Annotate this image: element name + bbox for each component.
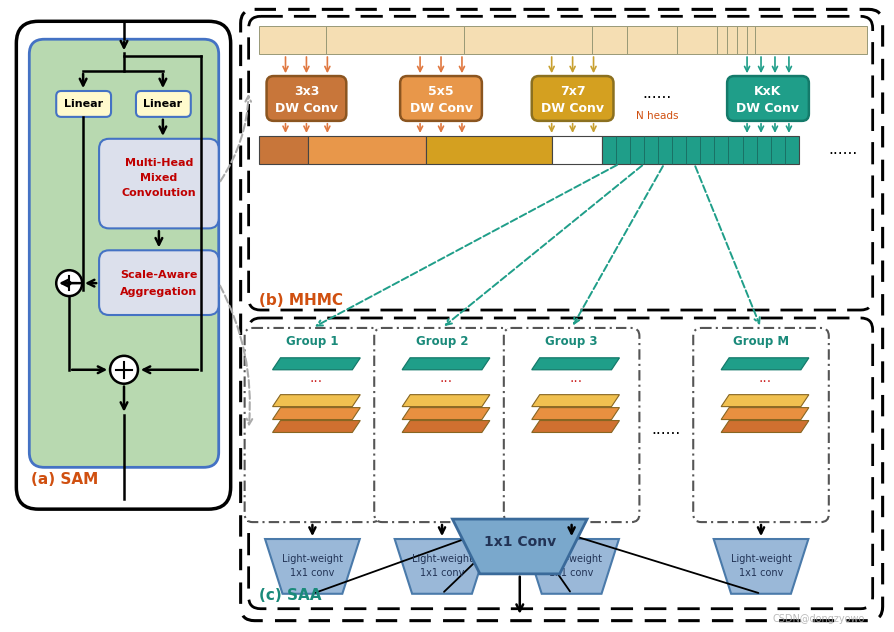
Text: CSDN@dongzyowo: CSDN@dongzyowo — [772, 614, 865, 624]
Polygon shape — [273, 420, 360, 432]
Polygon shape — [402, 408, 490, 420]
Bar — [308, 136, 426, 164]
Text: 1x1 conv: 1x1 conv — [420, 568, 464, 578]
FancyBboxPatch shape — [693, 328, 829, 522]
Text: N heads: N heads — [637, 111, 679, 121]
Text: DW Conv: DW Conv — [275, 102, 338, 116]
Circle shape — [56, 270, 82, 296]
Text: (b) MHMC: (b) MHMC — [258, 293, 342, 308]
FancyBboxPatch shape — [136, 91, 190, 117]
Polygon shape — [721, 394, 809, 406]
Text: 3x3: 3x3 — [294, 85, 319, 99]
Polygon shape — [402, 420, 490, 432]
Bar — [258, 136, 308, 164]
Bar — [628, 27, 678, 54]
Text: 1x1 conv: 1x1 conv — [291, 568, 334, 578]
Polygon shape — [394, 539, 489, 594]
Bar — [464, 27, 592, 54]
Text: Linear: Linear — [63, 99, 103, 109]
FancyBboxPatch shape — [16, 21, 231, 509]
Bar — [747, 27, 755, 54]
Text: KxK: KxK — [755, 85, 781, 99]
Text: Mixed: Mixed — [140, 173, 178, 183]
Text: ...: ... — [569, 371, 582, 385]
Polygon shape — [721, 408, 809, 420]
Text: Multi-Head: Multi-Head — [124, 157, 193, 167]
Text: Scale-Aware: Scale-Aware — [120, 270, 198, 280]
Text: ......: ...... — [828, 142, 857, 157]
Text: (a) SAM: (a) SAM — [31, 471, 98, 487]
FancyBboxPatch shape — [249, 318, 873, 609]
FancyBboxPatch shape — [245, 328, 380, 522]
Text: DW Conv: DW Conv — [737, 102, 799, 116]
Bar — [592, 27, 628, 54]
Circle shape — [110, 356, 138, 384]
Bar — [755, 27, 866, 54]
FancyBboxPatch shape — [401, 76, 482, 121]
FancyBboxPatch shape — [240, 9, 882, 621]
Polygon shape — [273, 394, 360, 406]
Text: Linear: Linear — [143, 99, 182, 109]
Bar — [552, 136, 602, 164]
FancyBboxPatch shape — [30, 39, 219, 467]
Circle shape — [67, 281, 72, 286]
Polygon shape — [532, 394, 620, 406]
Text: Light-weight: Light-weight — [541, 554, 603, 564]
Text: ...: ... — [758, 371, 772, 385]
Text: ......: ...... — [652, 422, 681, 437]
Polygon shape — [532, 408, 620, 420]
Polygon shape — [532, 358, 620, 370]
Text: Group M: Group M — [733, 336, 789, 348]
FancyBboxPatch shape — [375, 328, 510, 522]
Text: DW Conv: DW Conv — [541, 102, 604, 116]
Polygon shape — [713, 539, 808, 594]
Polygon shape — [402, 358, 490, 370]
Text: (c) SAA: (c) SAA — [258, 588, 321, 604]
Bar — [717, 27, 727, 54]
FancyBboxPatch shape — [249, 16, 873, 310]
Polygon shape — [402, 394, 490, 406]
FancyBboxPatch shape — [727, 76, 809, 121]
Polygon shape — [524, 539, 619, 594]
Polygon shape — [273, 358, 360, 370]
Bar — [737, 27, 747, 54]
Bar — [678, 27, 717, 54]
FancyBboxPatch shape — [99, 250, 219, 315]
Text: Group 3: Group 3 — [545, 336, 598, 348]
Bar — [602, 136, 799, 164]
Text: 1x1 Conv: 1x1 Conv — [484, 535, 556, 549]
Text: Group 2: Group 2 — [416, 336, 468, 348]
Text: ......: ...... — [643, 87, 672, 102]
FancyBboxPatch shape — [99, 139, 219, 228]
Text: 5x5: 5x5 — [428, 85, 454, 99]
Text: 1x1 conv: 1x1 conv — [738, 568, 783, 578]
Text: 1x1 conv: 1x1 conv — [550, 568, 594, 578]
FancyBboxPatch shape — [56, 91, 111, 117]
Polygon shape — [721, 420, 809, 432]
Text: Group 1: Group 1 — [286, 336, 339, 348]
Text: DW Conv: DW Conv — [409, 102, 473, 116]
Text: Light-weight: Light-weight — [411, 554, 473, 564]
FancyBboxPatch shape — [532, 76, 613, 121]
Bar — [258, 27, 326, 54]
Text: Light-weight: Light-weight — [730, 554, 791, 564]
Polygon shape — [273, 408, 360, 420]
FancyBboxPatch shape — [266, 76, 346, 121]
Polygon shape — [452, 519, 587, 574]
Text: Light-weight: Light-weight — [282, 554, 343, 564]
Polygon shape — [532, 420, 620, 432]
Text: ...: ... — [310, 371, 323, 385]
Text: 7x7: 7x7 — [560, 85, 586, 99]
Text: Aggregation: Aggregation — [121, 287, 198, 297]
Polygon shape — [265, 539, 359, 594]
Bar — [426, 136, 552, 164]
Bar — [326, 27, 464, 54]
Polygon shape — [721, 358, 809, 370]
Bar — [727, 27, 737, 54]
Text: ...: ... — [440, 371, 452, 385]
FancyBboxPatch shape — [504, 328, 639, 522]
Text: Convolution: Convolution — [122, 188, 196, 198]
